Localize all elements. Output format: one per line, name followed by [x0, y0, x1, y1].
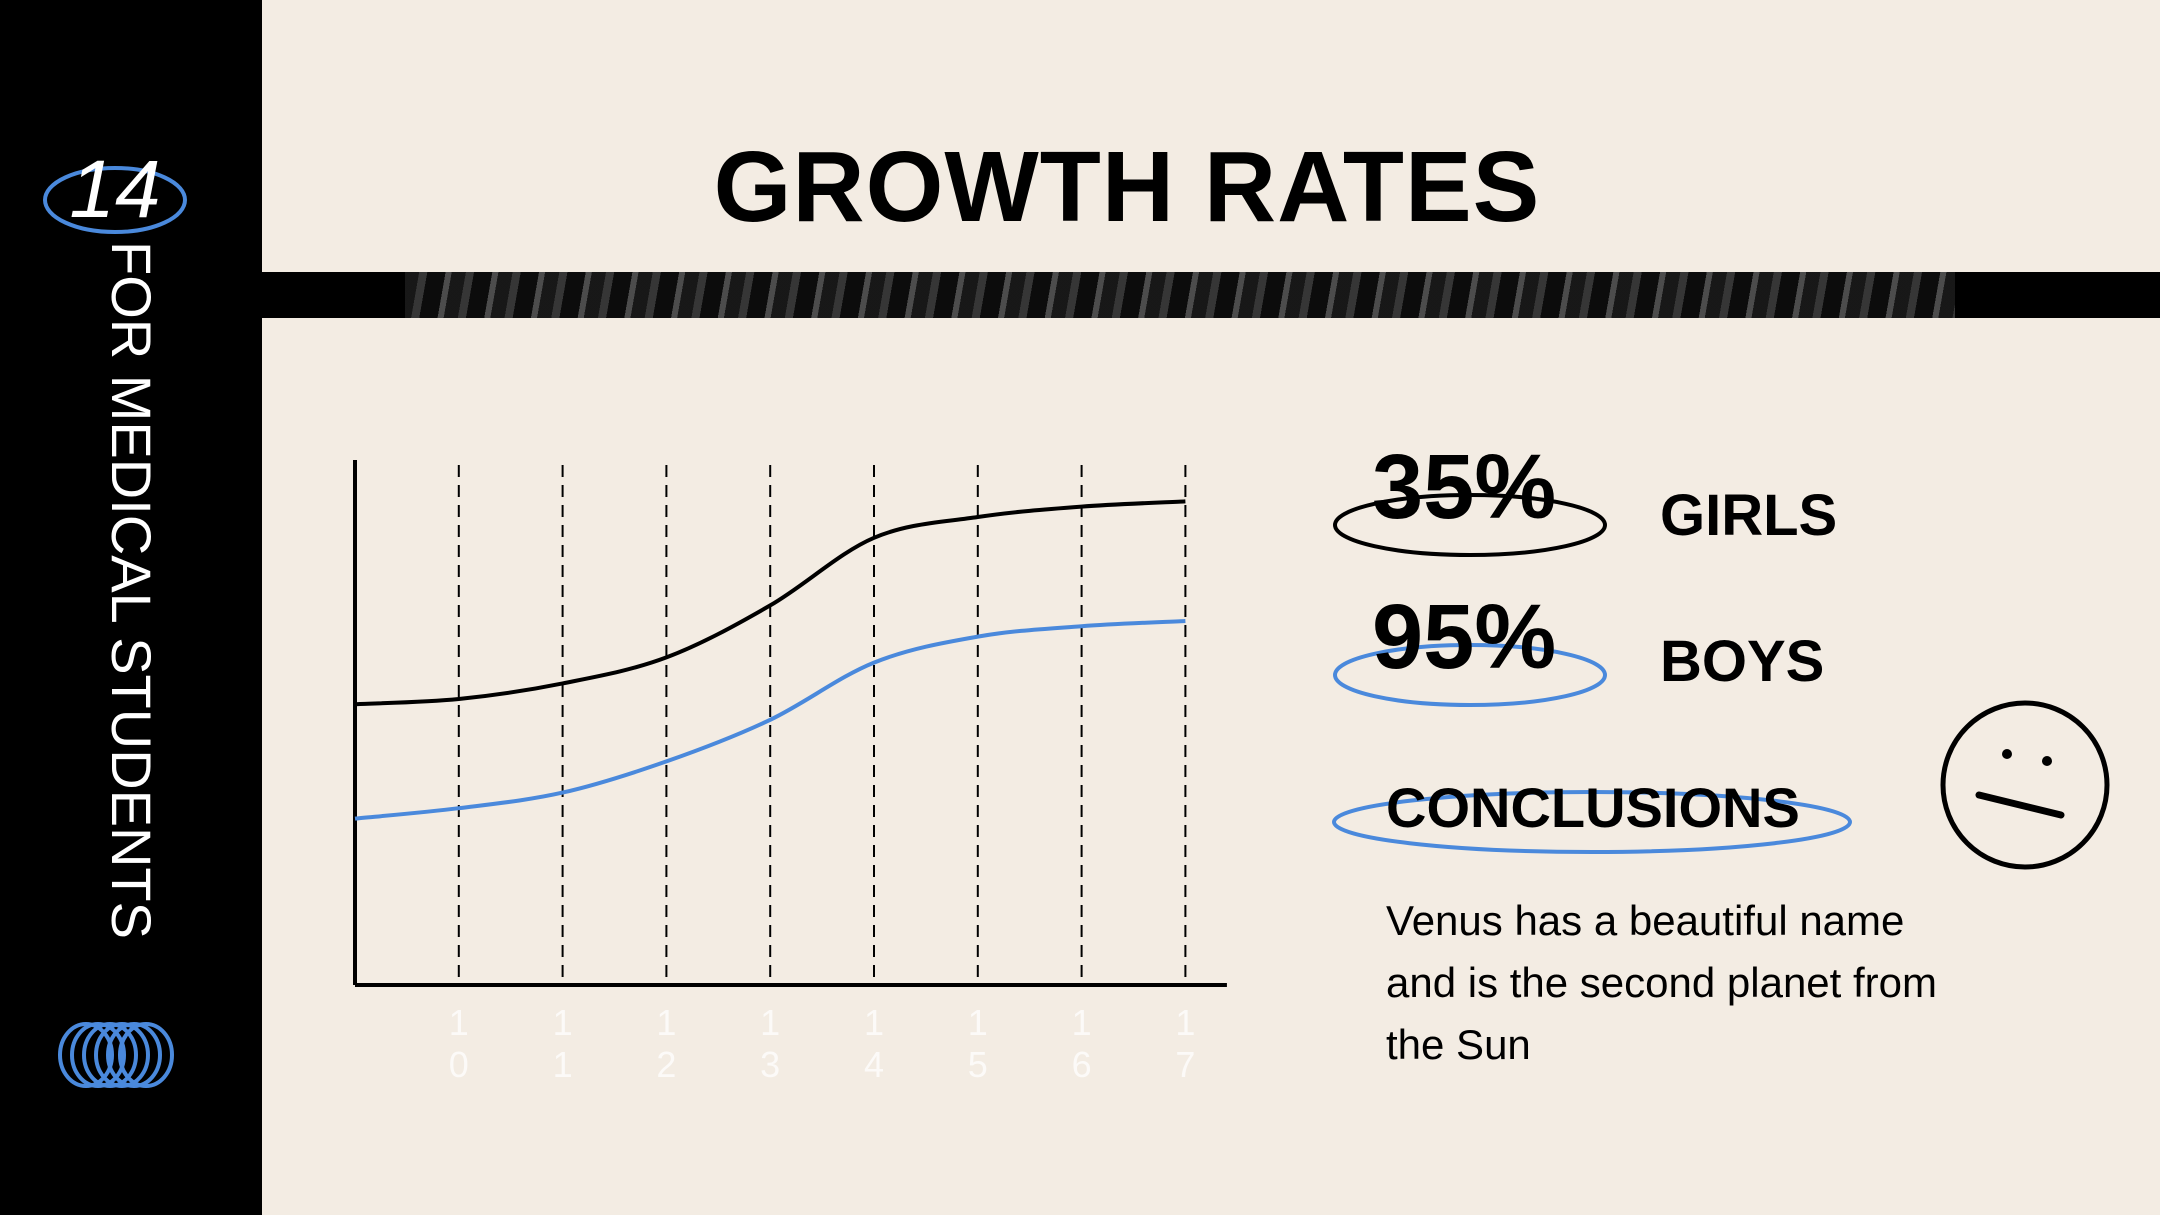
sidebar-text: FOR MEDICAL STUDENTS — [100, 241, 163, 939]
page-title: GROWTH RATES — [713, 131, 1541, 243]
growth-line-chart: 1 0 1 1 1 2 1 3 1 4 1 5 1 6 1 7 — [353, 460, 1227, 1085]
stat-ring-boys — [1333, 643, 1607, 707]
conclusions-ring — [1332, 790, 1852, 854]
stat-label-boys: BOYS — [1660, 629, 1825, 694]
chart-series-line-2 — [354, 619, 1186, 821]
page-number-ring-icon — [43, 166, 187, 234]
sidebar: 14 FOR MEDICAL STUDENTS — [0, 0, 262, 1215]
page-number: 14 — [40, 140, 190, 240]
page-number-text: 14 — [69, 144, 161, 235]
divider-texture — [405, 272, 1955, 318]
stat-ring-girls — [1333, 493, 1607, 557]
stat-value-girls: 35% — [1372, 436, 1557, 538]
ring-coil-icon — [58, 1022, 174, 1088]
conclusions-text: Venus has a beautiful name and is the se… — [1386, 897, 1938, 1068]
stat-label-girls: GIRLS — [1660, 483, 1838, 548]
neutral-face-icon — [1940, 700, 2110, 870]
stat-value-boys: 95% — [1372, 586, 1557, 688]
conclusions-heading: CONCLUSIONS — [1386, 776, 1800, 839]
chart-series-line-1 — [354, 499, 1186, 707]
